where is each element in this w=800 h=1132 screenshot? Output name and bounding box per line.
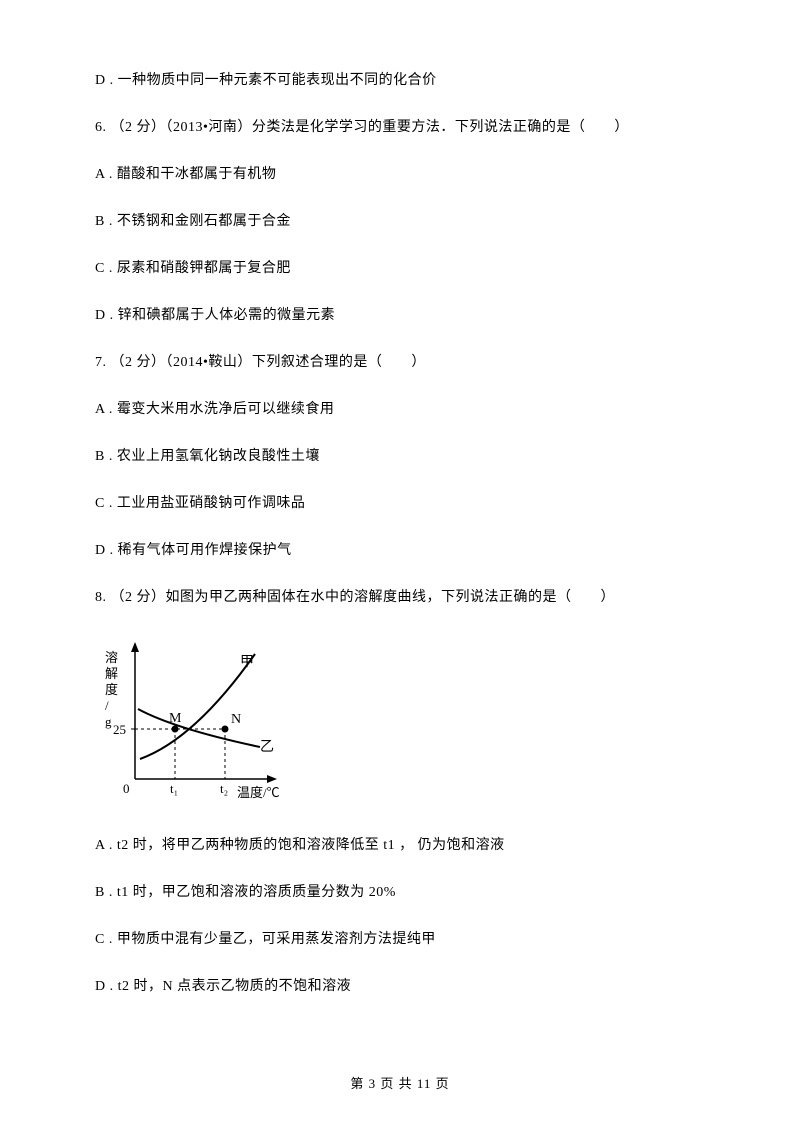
option-a-q8: A . t2 时，将甲乙两种物质的饱和溶液降低至 t1 ， 仍为饱和溶液 <box>95 835 705 856</box>
question-7: 7. （2 分）（2014•鞍山）下列叙述合理的是（ ） <box>95 352 705 373</box>
option-b-q7: B . 农业上用氢氧化钠改良酸性土壤 <box>95 446 705 467</box>
option-a-q7: A . 霉变大米用水洗净后可以继续食用 <box>95 399 705 420</box>
option-d-q5: D . 一种物质中同一种元素不可能表现出不同的化合价 <box>95 70 705 91</box>
option-b-q6: B . 不锈钢和金刚石都属于合金 <box>95 211 705 232</box>
svg-text:0: 0 <box>123 781 130 796</box>
option-d-q8: D . t2 时，N 点表示乙物质的不饱和溶液 <box>95 976 705 997</box>
page-content: D . 一种物质中同一种元素不可能表现出不同的化合价 6. （2 分）（2013… <box>0 0 800 1063</box>
option-b-q8: B . t1 时，甲乙饱和溶液的溶质质量分数为 20% <box>95 882 705 903</box>
svg-text:解: 解 <box>105 666 118 681</box>
page-footer: 第 3 页 共 11 页 <box>0 1073 800 1092</box>
svg-text:/: / <box>105 698 109 713</box>
option-c-q8: C . 甲物质中混有少量乙，可采用蒸发溶剂方法提纯甲 <box>95 929 705 950</box>
svg-text:N: N <box>231 712 241 727</box>
svg-text:度: 度 <box>105 682 118 697</box>
option-c-q6: C . 尿素和硝酸钾都属于复合肥 <box>95 258 705 279</box>
option-a-q6: A . 醋酸和干冰都属于有机物 <box>95 164 705 185</box>
question-6: 6. （2 分）（2013•河南）分类法是化学学习的重要方法．下列说法正确的是（… <box>95 117 705 138</box>
svg-text:t₂: t₂ <box>220 781 228 796</box>
svg-text:t₁: t₁ <box>170 781 178 796</box>
question-8: 8. （2 分）如图为甲乙两种固体在水中的溶解度曲线，下列说法正确的是（ ） <box>95 587 705 608</box>
option-d-q6: D . 锌和碘都属于人体必需的微量元素 <box>95 305 705 326</box>
svg-text:甲: 甲 <box>240 655 254 670</box>
option-c-q7: C . 工业用盐亚硝酸钠可作调味品 <box>95 493 705 514</box>
svg-text:25: 25 <box>113 722 126 737</box>
chart-svg: 溶解度/g 温度/℃ 0 25 t₁ t₂ M N 甲乙 <box>95 634 290 804</box>
option-d-q7: D . 稀有气体可用作焊接保护气 <box>95 540 705 561</box>
svg-text:温度/℃: 温度/℃ <box>237 785 280 800</box>
svg-text:M: M <box>169 711 182 726</box>
svg-text:溶: 溶 <box>105 650 118 665</box>
svg-text:乙: 乙 <box>260 739 274 755</box>
solubility-chart: 溶解度/g 温度/℃ 0 25 t₁ t₂ M N 甲乙 <box>95 634 705 809</box>
svg-text:g: g <box>105 714 112 729</box>
